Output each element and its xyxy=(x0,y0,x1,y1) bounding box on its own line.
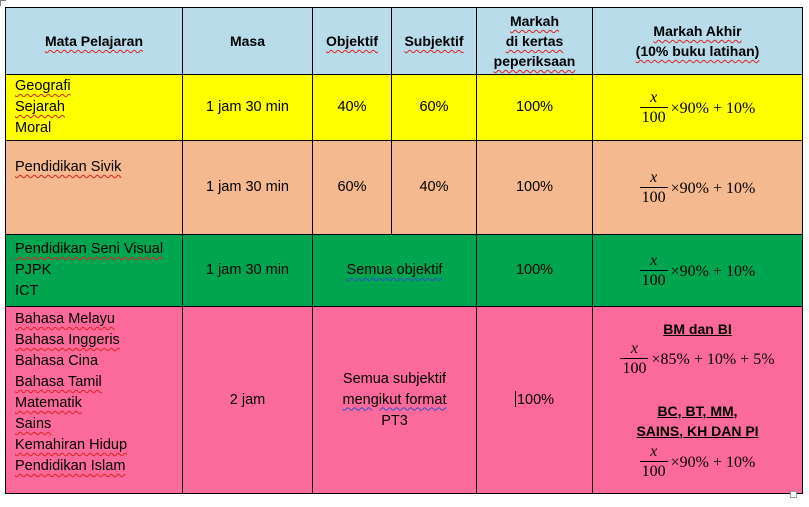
subject-item: Pendidikan Sivik xyxy=(15,159,122,175)
subjects-cell: Geografi Sejarah Moral xyxy=(5,74,183,141)
formula: x 100 ×90% + 10% xyxy=(639,442,756,480)
exam-marks-table: Mata Pelajaran Masa Objektif Subjektif M… xyxy=(5,7,803,494)
subject-item: Bahasa Inggeris xyxy=(15,332,120,348)
document-corner-mark xyxy=(0,0,6,6)
subject-item: Bahasa Cina xyxy=(15,353,99,369)
text-cursor xyxy=(514,390,516,407)
objektif-cell: 40% xyxy=(312,74,392,141)
masa-cell: 1 jam 30 min xyxy=(182,234,313,307)
subjects-cell: Bahasa Melayu Bahasa Inggeris Bahasa Cin… xyxy=(5,306,183,494)
merged-subjektif-cell: Semua subjektif mengikut format PT3 xyxy=(312,306,477,494)
table-resize-handle[interactable] xyxy=(790,491,797,498)
markah-cell: 100% xyxy=(476,140,593,235)
header-markah-kertas: Markah di kertas peperiksaan xyxy=(476,7,593,75)
formula: x 100 ×90% + 10% xyxy=(639,88,756,126)
formula-cell: BM dan BI x 100 ×85% + 10% + 5% BC, BT, M… xyxy=(592,306,803,494)
table-row: Bahasa Melayu Bahasa Inggeris Bahasa Cin… xyxy=(5,306,803,494)
subject-item: PJPK xyxy=(15,262,52,278)
subject-item: Sains xyxy=(15,416,52,432)
subject-item: Sejarah xyxy=(15,99,65,115)
header-mata-pelajaran: Mata Pelajaran xyxy=(5,7,183,75)
header-masa: Masa xyxy=(182,7,313,75)
formula-cell: x 100 ×90% + 10% xyxy=(592,74,803,141)
masa-cell: 1 jam 30 min xyxy=(182,140,313,235)
formula-heading: SAINS, KH DAN PI xyxy=(636,422,759,439)
subject-item: Pendidikan Islam xyxy=(15,458,126,474)
formula: x 100 ×85% + 10% + 5% xyxy=(620,339,775,377)
formula-heading: BM dan BI xyxy=(663,320,732,337)
markah-cell: 100% xyxy=(476,234,593,307)
subject-item: Pendidikan Seni Visual xyxy=(15,241,164,257)
subject-item: Geografi xyxy=(15,78,71,94)
merged-objektif-cell: Semua objektif xyxy=(312,234,477,307)
markah-cell: 100% xyxy=(476,306,593,494)
subjektif-cell: 60% xyxy=(391,74,477,141)
subject-item: Bahasa Tamil xyxy=(15,374,102,390)
subjektif-cell: 40% xyxy=(391,140,477,235)
header-subjektif: Subjektif xyxy=(391,7,477,75)
table-row: Pendidikan Sivik 1 jam 30 min 60% 40% 10… xyxy=(5,140,803,235)
header-row: Mata Pelajaran Masa Objektif Subjektif M… xyxy=(5,7,803,75)
table-row: Pendidikan Seni Visual PJPK ICT 1 jam 30… xyxy=(5,234,803,307)
subject-item: Kemahiran Hidup xyxy=(15,437,128,453)
subject-item: Bahasa Melayu xyxy=(15,311,115,327)
header-objektif: Objektif xyxy=(312,7,392,75)
formula-cell: x 100 ×90% + 10% xyxy=(592,234,803,307)
formula: x 100 ×90% + 10% xyxy=(639,168,756,206)
table-row: Geografi Sejarah Moral 1 jam 30 min 40% … xyxy=(5,74,803,141)
subject-item: Matematik xyxy=(15,395,82,411)
formula: x 100 ×90% + 10% xyxy=(639,251,756,289)
objektif-cell: 60% xyxy=(312,140,392,235)
formula-cell: x 100 ×90% + 10% xyxy=(592,140,803,235)
masa-cell: 1 jam 30 min xyxy=(182,74,313,141)
masa-cell: 2 jam xyxy=(182,306,313,494)
header-markah-akhir: Markah Akhir (10% buku latihan) xyxy=(592,7,803,75)
subjects-cell: Pendidikan Sivik xyxy=(5,140,183,235)
formula-heading: BC, BT, MM, xyxy=(657,402,738,419)
subject-item: Moral xyxy=(15,120,52,136)
subjects-cell: Pendidikan Seni Visual PJPK ICT xyxy=(5,234,183,307)
subject-item: ICT xyxy=(15,283,39,299)
markah-cell: 100% xyxy=(476,74,593,141)
